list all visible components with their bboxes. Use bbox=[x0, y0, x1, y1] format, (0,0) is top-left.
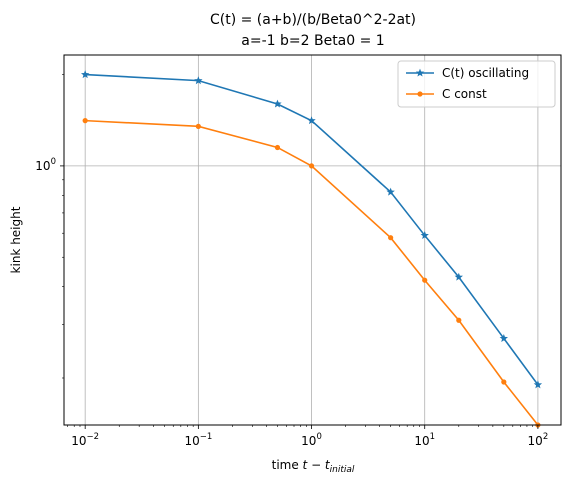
data-point bbox=[273, 99, 282, 108]
x-tick-exponent: 0 bbox=[316, 432, 321, 442]
data-point bbox=[454, 272, 463, 281]
data-point bbox=[308, 163, 315, 169]
legend-label-oscillating: C(t) oscillating bbox=[442, 66, 529, 80]
data-point bbox=[80, 70, 90, 79]
y-axis-label: kink height bbox=[9, 206, 23, 273]
x-tick-label: 10−2 bbox=[71, 432, 99, 448]
legend-box bbox=[397, 60, 556, 108]
x-tick-label: 100 bbox=[301, 432, 322, 448]
x-tick-exponent: −2 bbox=[87, 432, 100, 442]
x-tick-exponent: 2 bbox=[543, 432, 548, 442]
y-tick-label: 100 bbox=[35, 157, 56, 173]
data-point bbox=[274, 144, 281, 151]
data-point bbox=[533, 380, 543, 389]
x-tick-mantissa: 10 bbox=[528, 434, 543, 448]
x-axis-label-prefix: time bbox=[272, 458, 303, 472]
x-tick-label: 10−1 bbox=[184, 432, 212, 448]
legend: C(t) oscillating C const bbox=[397, 60, 556, 108]
data-point bbox=[499, 334, 509, 343]
x-axis-label: time t − tinitial bbox=[272, 458, 355, 475]
chart-title-line1: C(t) = (a+b)/(b/Beta0^2-2at) bbox=[210, 12, 416, 28]
x-tick-label: 101 bbox=[414, 432, 435, 448]
data-point bbox=[194, 76, 203, 85]
legend-marker-const bbox=[417, 91, 423, 97]
data-point bbox=[307, 116, 316, 125]
x-tick-mantissa: 10 bbox=[184, 434, 199, 448]
x-tick-exponent: 1 bbox=[430, 432, 435, 442]
x-tick-exponent: −1 bbox=[200, 432, 213, 442]
data-point bbox=[501, 379, 507, 385]
data-point bbox=[422, 277, 428, 283]
data-point bbox=[82, 118, 88, 124]
y-tick-mantissa: 10 bbox=[35, 159, 50, 173]
data-point bbox=[388, 235, 394, 241]
chart-title-line2: a=-1 b=2 Beta0 = 1 bbox=[241, 33, 384, 49]
y-tick-exponent: 0 bbox=[51, 157, 56, 167]
series-layer bbox=[80, 70, 543, 428]
series-0 bbox=[80, 70, 543, 389]
x-tick-label: 102 bbox=[528, 432, 549, 448]
legend-marker-oscillating bbox=[415, 68, 425, 77]
x-tick-mantissa: 10 bbox=[301, 434, 316, 448]
plot-frame bbox=[63, 54, 562, 426]
x-axis-label-sub: initial bbox=[330, 465, 355, 475]
x-axis-label-math: t − t bbox=[303, 458, 331, 472]
data-point bbox=[420, 231, 429, 239]
data-point bbox=[195, 123, 201, 129]
data-point bbox=[386, 187, 395, 196]
grid bbox=[64, 55, 561, 425]
data-point bbox=[456, 317, 462, 323]
x-tick-mantissa: 10 bbox=[414, 434, 429, 448]
x-tick-mantissa: 10 bbox=[71, 434, 86, 448]
legend-label-const: C const bbox=[442, 87, 487, 101]
